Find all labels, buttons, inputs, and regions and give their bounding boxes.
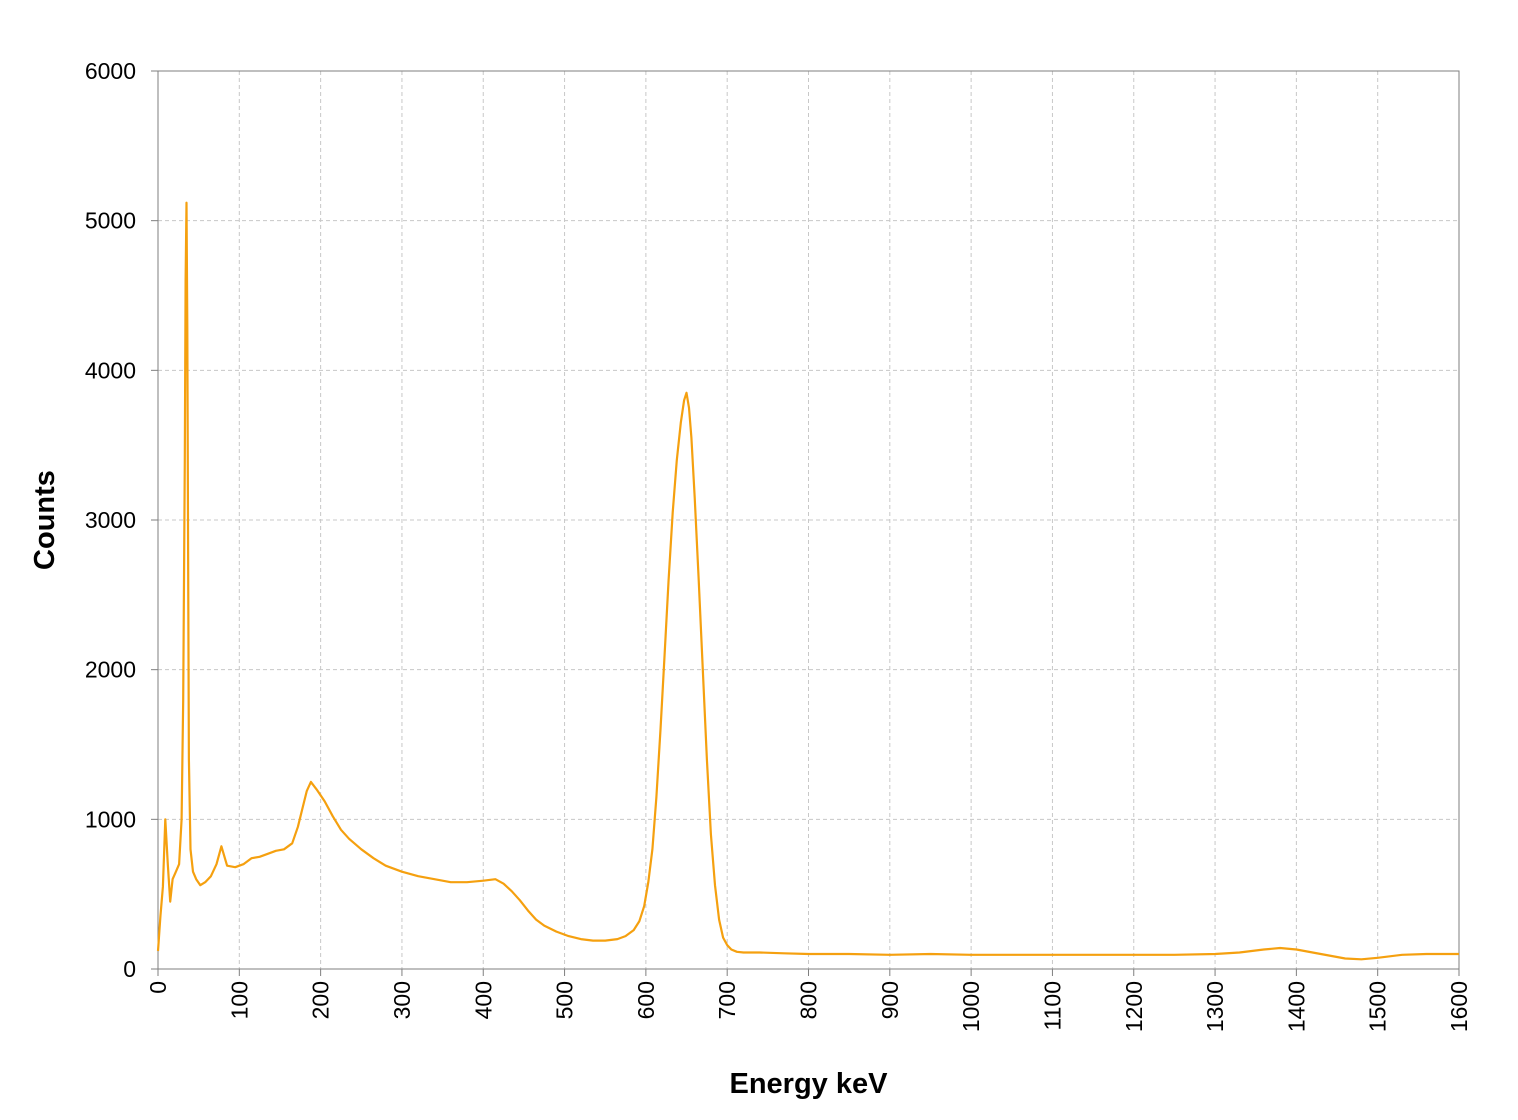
x-tick-label: 300 bbox=[389, 981, 415, 1019]
y-tick-label: 5000 bbox=[85, 208, 136, 234]
x-tick-label: 1500 bbox=[1365, 981, 1391, 1032]
y-tick-label: 0 bbox=[123, 956, 136, 982]
y-axis-title: Counts bbox=[29, 470, 61, 570]
series-line-counts bbox=[156, 201, 1459, 961]
x-axis-title: Energy keV bbox=[730, 1068, 889, 1100]
x-tick-label: 100 bbox=[226, 981, 252, 1019]
x-tick-label: 1100 bbox=[1039, 981, 1065, 1030]
y-tick-label: 1000 bbox=[85, 806, 136, 832]
x-tick-label: 500 bbox=[552, 981, 578, 1019]
y-tick-labels: 0 1000 2000 3000 4000 5000 6000 bbox=[85, 58, 136, 982]
x-tick-label: 1600 bbox=[1446, 981, 1472, 1032]
y-tick-label: 4000 bbox=[85, 357, 136, 383]
x-tick-label: 200 bbox=[308, 981, 334, 1019]
gridlines bbox=[158, 71, 1459, 969]
x-tick-label: 1400 bbox=[1283, 981, 1309, 1032]
y-tick-label: 2000 bbox=[85, 657, 136, 683]
x-tick-labels: 0 100 200 300 400 500 600 700 800 900 1000 1100 1200… bbox=[145, 981, 1472, 1032]
x-tick-label: 1200 bbox=[1121, 981, 1147, 1032]
y-tick-label: 3000 bbox=[85, 507, 136, 533]
x-tick-label: 700 bbox=[714, 981, 740, 1019]
y-tick-label: 6000 bbox=[85, 58, 136, 84]
x-tick-label: 0 bbox=[145, 981, 171, 994]
x-tick-label: 1300 bbox=[1202, 981, 1228, 1032]
x-tick-label: 900 bbox=[877, 981, 903, 1019]
x-tick-label: 1000 bbox=[958, 981, 984, 1032]
x-tick-label: 400 bbox=[470, 981, 496, 1019]
x-tick-label: 600 bbox=[633, 981, 659, 1019]
tick-marks bbox=[151, 70, 1460, 976]
x-tick-label: 800 bbox=[796, 981, 822, 1019]
